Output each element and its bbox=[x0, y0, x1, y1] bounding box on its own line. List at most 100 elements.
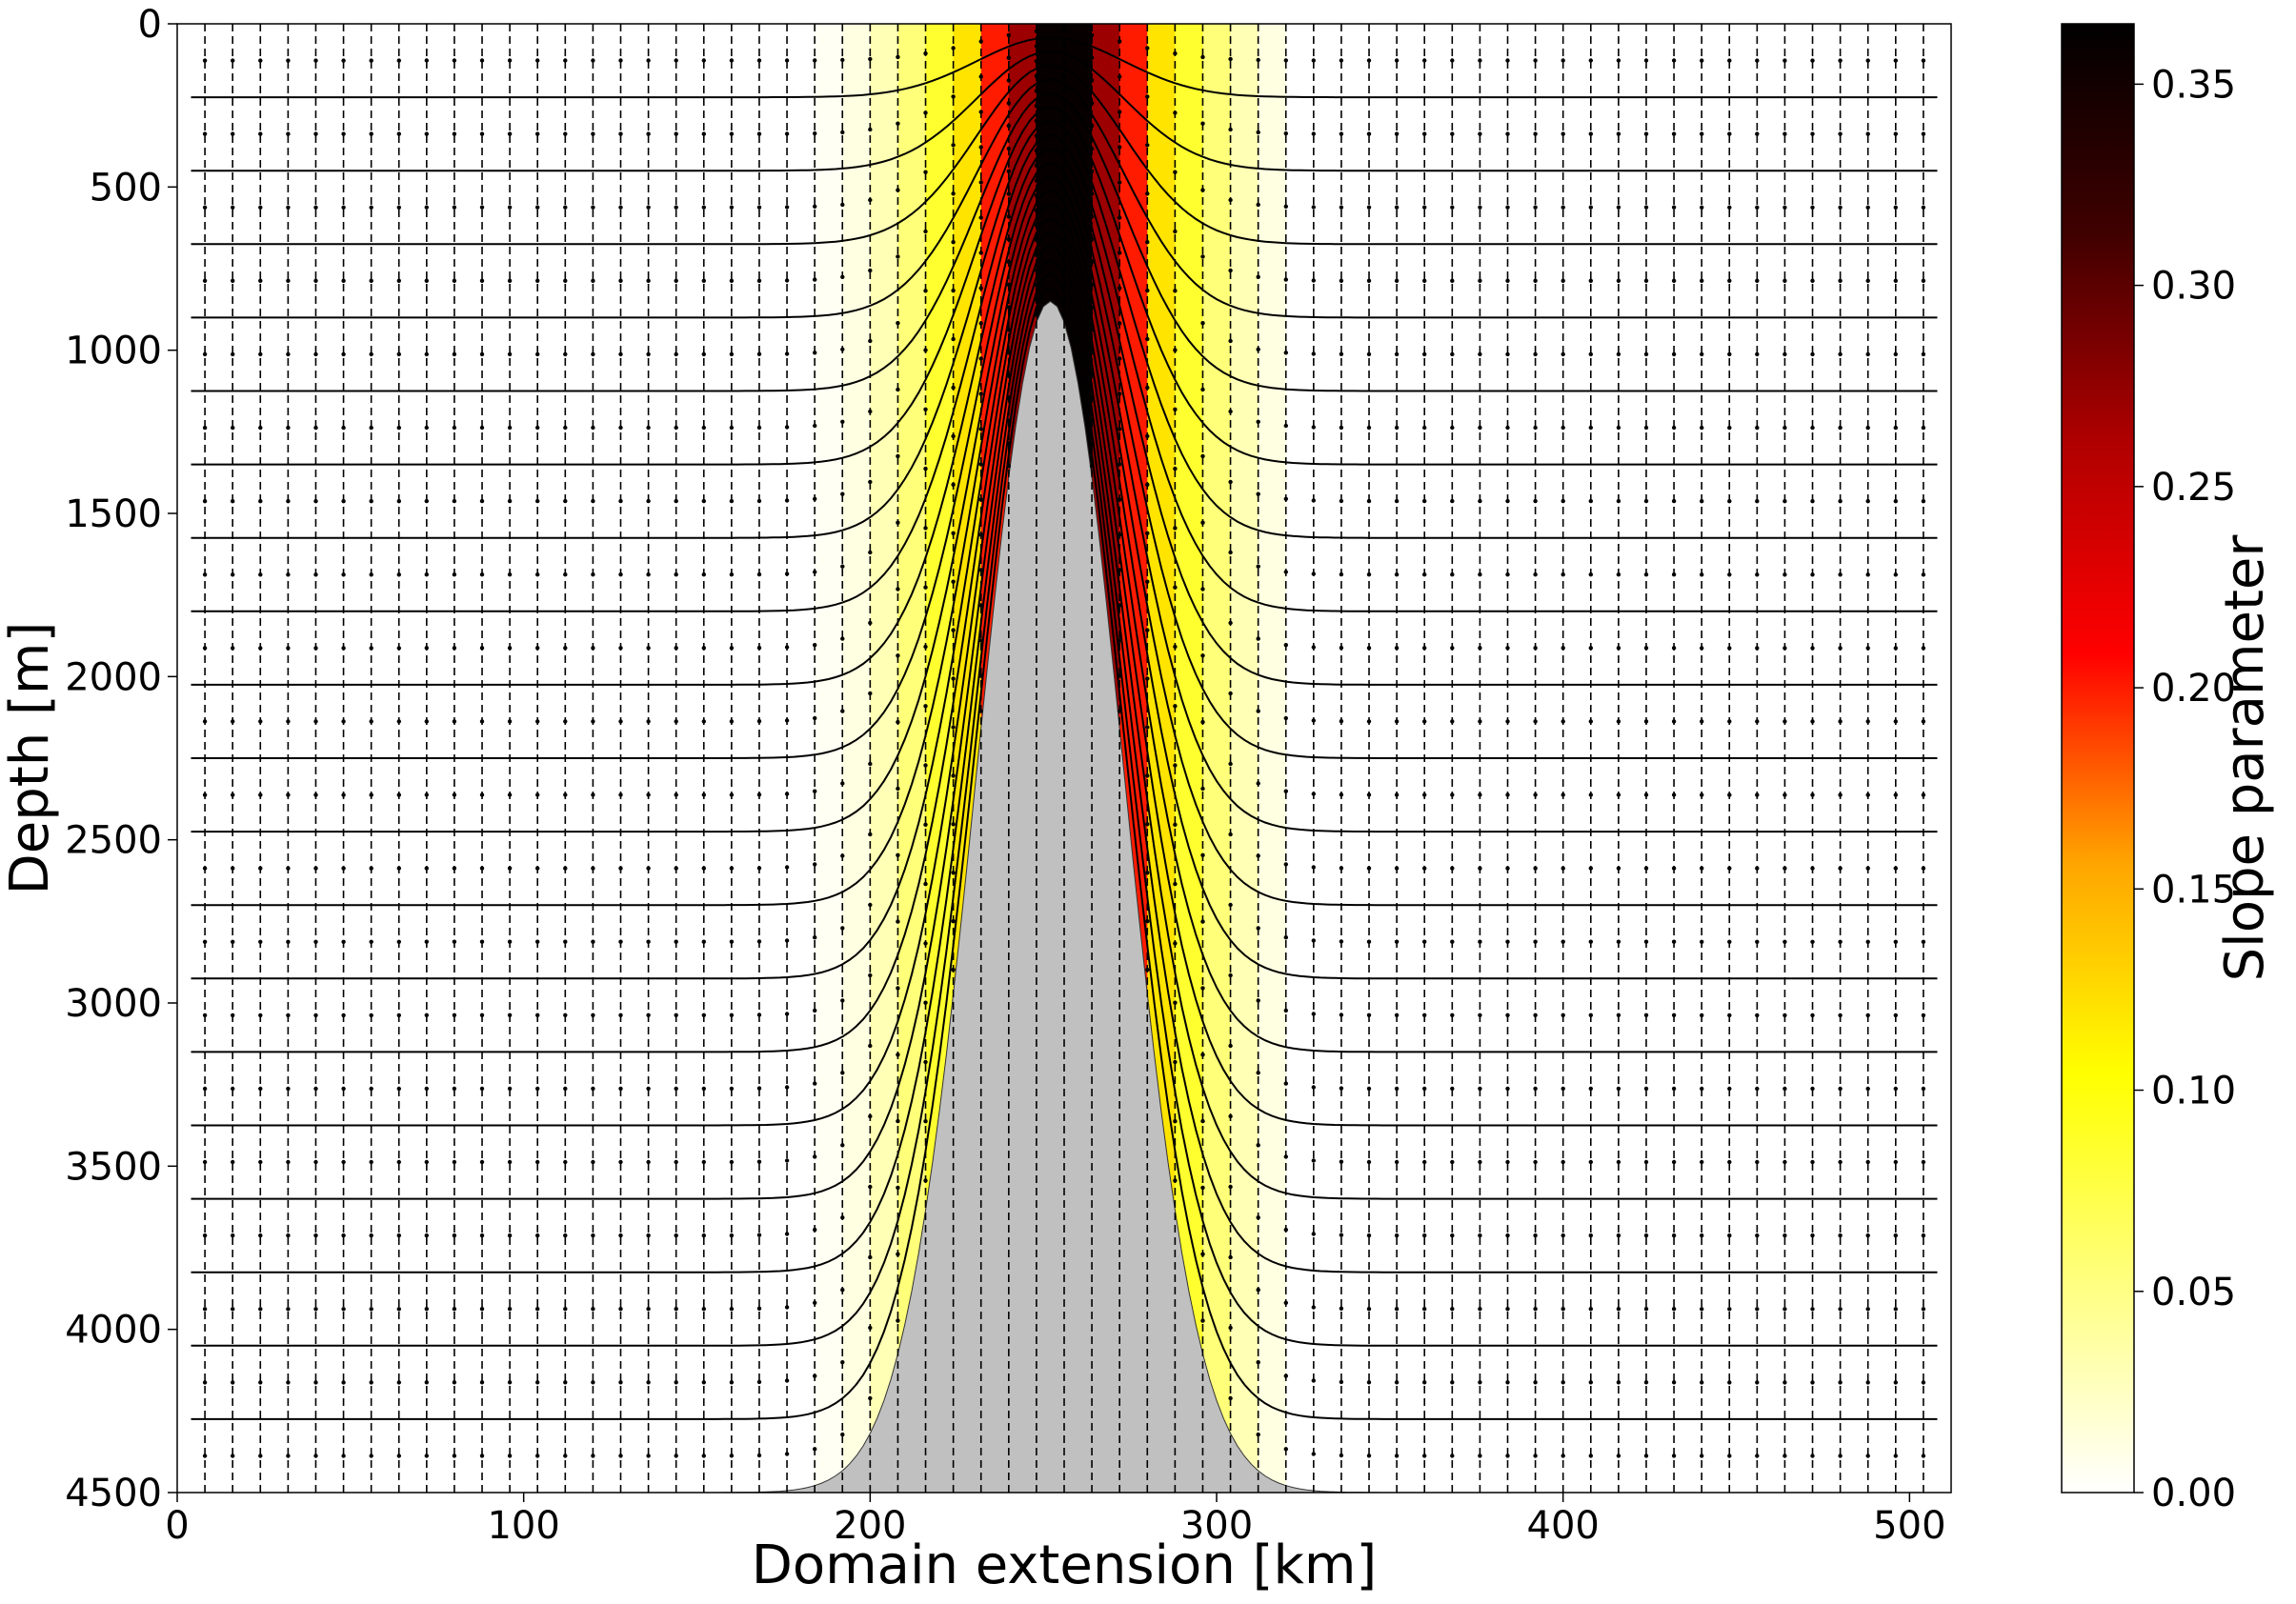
grid-point bbox=[1727, 351, 1732, 357]
grid-point bbox=[591, 1307, 595, 1312]
x-tick-label: 300 bbox=[1180, 1504, 1253, 1548]
grid-point bbox=[840, 1215, 845, 1220]
grid-point bbox=[1561, 131, 1565, 136]
grid-point bbox=[1700, 1086, 1704, 1092]
grid-point bbox=[258, 1233, 263, 1238]
grid-point bbox=[1283, 862, 1289, 867]
grid-point bbox=[258, 278, 263, 283]
grid-point bbox=[701, 425, 706, 431]
grid-point bbox=[978, 286, 983, 291]
grid-point bbox=[1561, 351, 1565, 357]
grid-point bbox=[1533, 58, 1538, 63]
grid-point bbox=[1422, 1454, 1427, 1458]
grid-point bbox=[1921, 499, 1926, 504]
grid-point bbox=[1588, 572, 1594, 577]
grid-point bbox=[313, 1233, 318, 1238]
grid-point bbox=[756, 792, 762, 797]
grid-point bbox=[1311, 58, 1317, 63]
grid-point bbox=[258, 1086, 263, 1092]
grid-point bbox=[286, 131, 291, 136]
grid-point bbox=[258, 499, 263, 504]
grid-point bbox=[1505, 351, 1510, 357]
grid-point bbox=[479, 719, 485, 724]
grid-point bbox=[1643, 939, 1649, 944]
grid-point bbox=[1145, 871, 1150, 875]
grid-point bbox=[1478, 58, 1482, 63]
grid-point bbox=[1173, 110, 1178, 115]
grid-point bbox=[1588, 1233, 1594, 1238]
model-level-line bbox=[191, 189, 1938, 907]
grid-point bbox=[202, 278, 208, 283]
plot-frame bbox=[176, 23, 1952, 1494]
grid-point bbox=[840, 564, 845, 569]
grid-point bbox=[896, 1252, 900, 1256]
grid-point bbox=[563, 1086, 568, 1092]
grid-point bbox=[1921, 1380, 1926, 1385]
grid-point bbox=[1339, 939, 1344, 944]
grid-point bbox=[1505, 792, 1510, 797]
grid-point bbox=[1588, 1454, 1594, 1458]
grid-point bbox=[729, 1086, 735, 1092]
grid-point bbox=[258, 866, 263, 871]
grid-point bbox=[646, 1454, 651, 1458]
grid-point bbox=[923, 1059, 928, 1065]
grid-point bbox=[369, 866, 373, 871]
grid-point bbox=[424, 58, 429, 63]
grid-point bbox=[1422, 425, 1427, 431]
grid-point bbox=[1394, 425, 1400, 431]
grid-point bbox=[1283, 496, 1289, 501]
grid-point bbox=[1865, 646, 1870, 651]
grid-point bbox=[1366, 572, 1372, 577]
grid-point bbox=[813, 1154, 817, 1159]
grid-point bbox=[840, 1360, 845, 1365]
grid-point bbox=[784, 425, 790, 430]
grid-point bbox=[1893, 1233, 1899, 1238]
grid-point bbox=[369, 939, 373, 944]
grid-point bbox=[341, 1086, 346, 1092]
grid-point bbox=[1782, 1013, 1787, 1018]
grid-point bbox=[231, 1380, 235, 1385]
grid-point bbox=[701, 1454, 706, 1458]
grid-point bbox=[1089, 169, 1095, 173]
grid-point bbox=[674, 425, 678, 431]
grid-point bbox=[313, 131, 318, 136]
grid-point bbox=[1339, 1233, 1344, 1237]
grid-point bbox=[396, 1159, 401, 1165]
grid-point bbox=[1838, 131, 1843, 136]
grid-point bbox=[1893, 572, 1899, 577]
grid-point bbox=[1366, 792, 1372, 797]
grid-point bbox=[1173, 585, 1178, 590]
grid-point bbox=[784, 498, 790, 503]
grid-point bbox=[1228, 620, 1233, 626]
grid-point bbox=[1810, 1086, 1815, 1092]
grid-point bbox=[646, 1233, 651, 1238]
grid-point bbox=[1893, 792, 1899, 797]
grid-point bbox=[1782, 1454, 1787, 1458]
grid-point bbox=[1173, 50, 1178, 56]
grid-point bbox=[1616, 1233, 1621, 1238]
grid-point bbox=[231, 1159, 235, 1165]
grid-point bbox=[1256, 202, 1260, 208]
grid-point bbox=[618, 278, 623, 283]
grid-point bbox=[1671, 1086, 1677, 1092]
grid-point bbox=[507, 1233, 513, 1238]
grid-point bbox=[1782, 1307, 1787, 1312]
grid-point bbox=[868, 1043, 873, 1049]
grid-point bbox=[729, 939, 735, 944]
grid-point bbox=[202, 131, 208, 136]
grid-point bbox=[756, 58, 762, 63]
grid-point bbox=[1200, 121, 1205, 126]
grid-point bbox=[1283, 1081, 1289, 1086]
grid-point bbox=[1533, 425, 1538, 431]
colorbar-tick-label: 0.35 bbox=[2151, 63, 2236, 107]
grid-point bbox=[1643, 792, 1649, 797]
grid-point bbox=[1643, 58, 1649, 63]
grid-point bbox=[1283, 1008, 1289, 1013]
grid-point bbox=[784, 1305, 790, 1310]
grid-point bbox=[813, 1447, 817, 1452]
grid-point bbox=[951, 628, 956, 632]
grid-point bbox=[646, 792, 651, 797]
grid-point bbox=[1588, 1013, 1594, 1018]
grid-point bbox=[341, 131, 346, 136]
